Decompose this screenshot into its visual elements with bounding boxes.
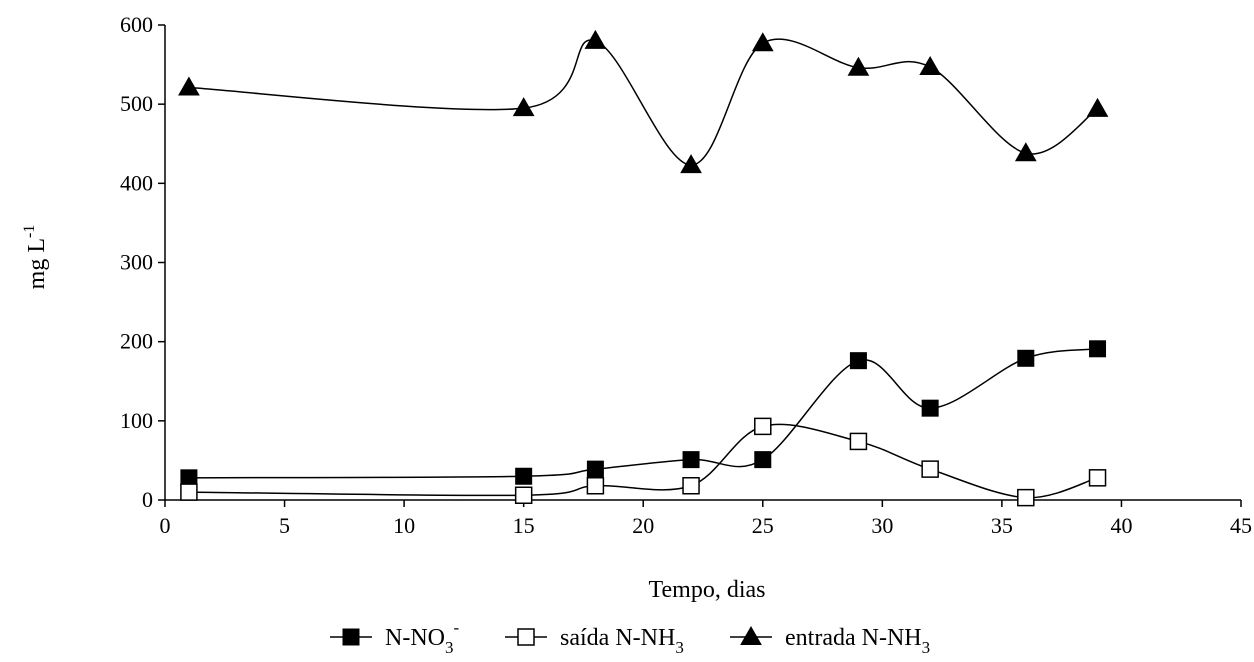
data-point-entrada-n-nh3 xyxy=(1086,97,1109,117)
data-point-saida-n-nh3 xyxy=(514,486,533,504)
data-point-saida-n-nh3 xyxy=(586,477,605,495)
data-point-n-no3 xyxy=(515,467,533,485)
x-tick-label: 35 xyxy=(991,513,1013,538)
legend-label-subscript: 3 xyxy=(922,638,931,657)
series-layer xyxy=(188,38,1098,499)
legend-marker xyxy=(740,625,762,645)
data-point-entrada-n-nh3 xyxy=(847,56,870,76)
x-tick-label: 45 xyxy=(1230,513,1252,538)
data-point-entrada-n-nh3 xyxy=(1014,142,1037,162)
legend: N-NO3- saída N-NH3 entrada N-NH3 xyxy=(330,618,930,657)
legend-item-saida-n-nh3: saída N-NH3 xyxy=(505,625,684,657)
data-point-n-no3 xyxy=(849,352,867,370)
data-point-entrada-n-nh3 xyxy=(584,29,607,49)
x-tick-label: 30 xyxy=(871,513,893,538)
y-axis-title-text: mg L xyxy=(24,238,50,289)
legend-item-entrada-n-nh3: entrada N-NH3 xyxy=(730,625,930,657)
series-line-entrada-n-nh3 xyxy=(188,38,1098,166)
series-line-n-no3 xyxy=(188,348,1098,479)
data-point-saida-n-nh3 xyxy=(682,477,700,495)
data-point-entrada-n-nh3 xyxy=(178,76,200,96)
data-point-saida-n-nh3 xyxy=(180,483,198,501)
legend-marker xyxy=(517,628,535,646)
legend-label: entrada N-NH3 xyxy=(785,625,930,657)
y-axis-title-superscript: -1 xyxy=(21,225,38,238)
y-tick-label: 600 xyxy=(120,12,153,37)
y-tick-label: 300 xyxy=(120,250,153,275)
y-tick-label: 400 xyxy=(120,170,153,195)
x-tick-label: 25 xyxy=(752,513,774,538)
x-tick-label: 10 xyxy=(393,513,415,538)
legend-label-base: N-NO xyxy=(385,625,445,651)
legend-label: saída N-NH3 xyxy=(560,625,684,657)
data-point-entrada-n-nh3 xyxy=(512,97,535,117)
data-point-saida-n-nh3 xyxy=(849,432,868,451)
data-point-saida-n-nh3 xyxy=(1088,469,1107,487)
data-point-n-no3 xyxy=(921,399,939,417)
marker-layer xyxy=(178,29,1109,507)
x-tick-label: 15 xyxy=(513,513,535,538)
legend-label-subscript: 3 xyxy=(675,638,684,657)
x-axis-title: Tempo, dias xyxy=(649,577,766,603)
data-point-entrada-n-nh3 xyxy=(680,154,702,174)
data-point-entrada-n-nh3 xyxy=(919,55,942,75)
data-point-saida-n-nh3 xyxy=(921,460,939,478)
legend-label-subscript: 3 xyxy=(445,638,454,657)
y-tick-label: 500 xyxy=(120,91,153,116)
x-tick-label: 5 xyxy=(279,513,290,538)
data-point-saida-n-nh3 xyxy=(1017,488,1035,507)
legend-label-superscript: - xyxy=(454,618,460,637)
data-point-n-no3 xyxy=(1089,340,1107,358)
data-point-n-no3 xyxy=(586,460,604,478)
x-tick-label: 40 xyxy=(1110,513,1132,538)
data-point-saida-n-nh3 xyxy=(754,417,772,436)
axes: 0 100 200 300 400 500 600 0 5 10 15 20 25 30 35 40 45 xyxy=(120,12,1252,538)
y-tick-label: 200 xyxy=(120,329,153,354)
x-tick-label: 0 xyxy=(160,513,171,538)
data-point-n-no3 xyxy=(754,451,772,469)
data-point-entrada-n-nh3 xyxy=(751,32,774,52)
legend-label-base: saída N-NH xyxy=(560,625,675,651)
series-line-saida-n-nh3 xyxy=(188,423,1098,499)
legend-item-n-no3: N-NO3- xyxy=(330,618,460,657)
data-point-n-no3 xyxy=(682,451,700,469)
y-axis-title: mg L-1 xyxy=(21,225,50,290)
y-tick-label: 100 xyxy=(120,408,153,433)
legend-label-base: entrada N-NH xyxy=(785,625,922,651)
x-tick-label: 20 xyxy=(632,513,654,538)
legend-marker xyxy=(342,628,360,646)
legend-label: N-NO3- xyxy=(385,618,460,657)
data-point-n-no3 xyxy=(1017,349,1035,367)
y-tick-label: 0 xyxy=(142,487,153,512)
